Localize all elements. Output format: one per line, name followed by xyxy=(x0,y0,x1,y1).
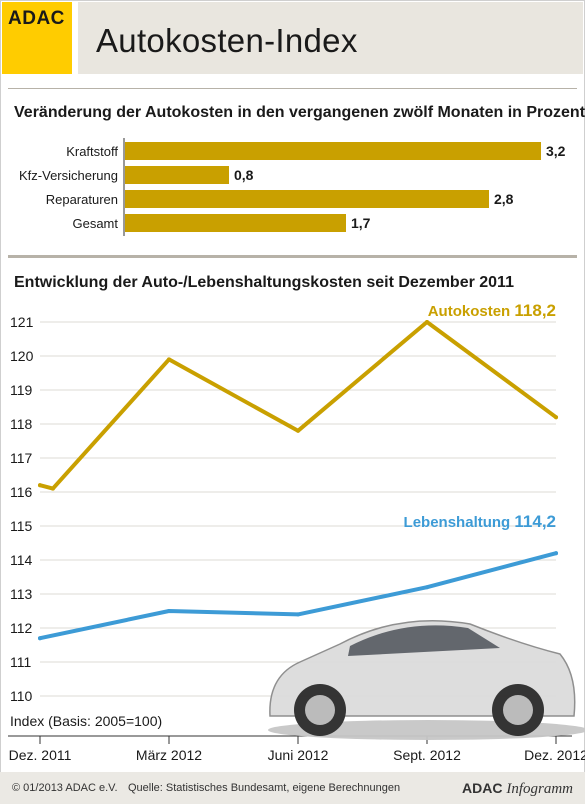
y-tick-label: 119 xyxy=(10,382,33,398)
y-tick-label: 117 xyxy=(10,450,33,466)
car-rim-front xyxy=(305,695,335,725)
x-tick-label: März 2012 xyxy=(136,747,202,763)
source-note: Quelle: Statistisches Bundesamt, eigene … xyxy=(128,782,401,794)
data-point xyxy=(425,320,429,324)
bar-category-label: Kraftstoff xyxy=(66,144,118,159)
data-point xyxy=(38,636,42,641)
series-end-value: 118,2 xyxy=(514,301,556,320)
series-end-value: 114,2 xyxy=(514,512,556,531)
page-title: Autokosten-Index xyxy=(96,22,358,59)
bar-category-label: Gesamt xyxy=(72,216,118,231)
x-tick-label: Dez. 2012 xyxy=(524,747,585,763)
adac-infogramm-brand: ADAC Infogramm xyxy=(462,780,573,798)
series-line xyxy=(38,551,558,641)
y-tick-label: 110 xyxy=(10,688,33,704)
bar xyxy=(125,166,229,184)
data-point xyxy=(296,612,300,617)
series-line xyxy=(38,320,558,491)
header: ADAC Autokosten-Index xyxy=(0,0,585,76)
divider xyxy=(8,88,577,89)
bar-value-label: 0,8 xyxy=(234,167,254,183)
x-tick-label: Sept. 2012 xyxy=(393,747,461,763)
y-tick-label: 114 xyxy=(10,552,33,568)
bar xyxy=(125,214,346,232)
brand-bold: ADAC xyxy=(461,780,503,796)
bar-value-label: 1,7 xyxy=(351,215,371,231)
series-label: Autokosten 118,2 xyxy=(428,301,556,320)
car-body xyxy=(269,620,576,717)
data-point xyxy=(554,415,558,420)
copyright: © 01/2013 ADAC e.V. xyxy=(12,782,118,794)
line-chart-title: Entwicklung der Auto-/Lebenshaltungskost… xyxy=(14,274,514,291)
y-tick-label: 118 xyxy=(10,416,33,432)
logo-text: ADAC xyxy=(8,8,65,29)
data-point xyxy=(167,357,171,362)
data-point xyxy=(425,585,429,590)
data-point xyxy=(38,483,42,488)
x-tick-label: Dez. 2011 xyxy=(9,747,72,763)
bar-chart: Kraftstoff 3,2 Kfz-Versicherung 0,8 Reparatu… xyxy=(19,138,566,236)
y-tick-label: 121 xyxy=(10,314,34,330)
footer: © 01/2013 ADAC e.V. Quelle: Statistische… xyxy=(0,772,585,804)
section-divider xyxy=(8,255,577,258)
car-window xyxy=(348,625,500,656)
y-tick-label: 115 xyxy=(10,518,33,534)
y-tick-label: 116 xyxy=(10,484,33,500)
y-tick-label: 111 xyxy=(10,654,31,670)
brand-italic: Infogramm xyxy=(506,781,573,797)
adac-logo: ADAC xyxy=(2,2,72,74)
data-point xyxy=(554,551,558,556)
title-box: Autokosten-Index xyxy=(78,2,583,74)
x-tick-label: Juni 2012 xyxy=(268,747,329,763)
bar-category-label: Reparaturen xyxy=(46,192,118,207)
bar xyxy=(125,142,541,160)
bar-value-label: 3,2 xyxy=(546,143,566,159)
data-point xyxy=(167,609,171,613)
bar-value-label: 2,8 xyxy=(494,191,514,207)
series-name: Autokosten xyxy=(428,303,515,320)
data-point xyxy=(296,428,300,433)
bar-chart-title: Veränderung der Autokosten in den vergan… xyxy=(14,104,585,121)
y-tick-label: 120 xyxy=(10,348,34,364)
car-rim-rear xyxy=(503,695,533,725)
y-tick-label: 112 xyxy=(10,620,33,636)
line-chart: 110 111 112 113 114 115 116 117 118 119 120 121 Dez.… xyxy=(8,301,585,763)
bar xyxy=(125,190,489,208)
series-name: Lebenshaltung xyxy=(404,514,515,531)
series-label: Lebenshaltung 114,2 xyxy=(404,512,556,531)
y-tick-label: 113 xyxy=(10,586,33,602)
index-note: Index (Basis: 2005=100) xyxy=(10,713,162,729)
data-point xyxy=(50,486,55,491)
car-illustration xyxy=(268,620,585,740)
bar-category-label: Kfz-Versicherung xyxy=(19,168,118,183)
